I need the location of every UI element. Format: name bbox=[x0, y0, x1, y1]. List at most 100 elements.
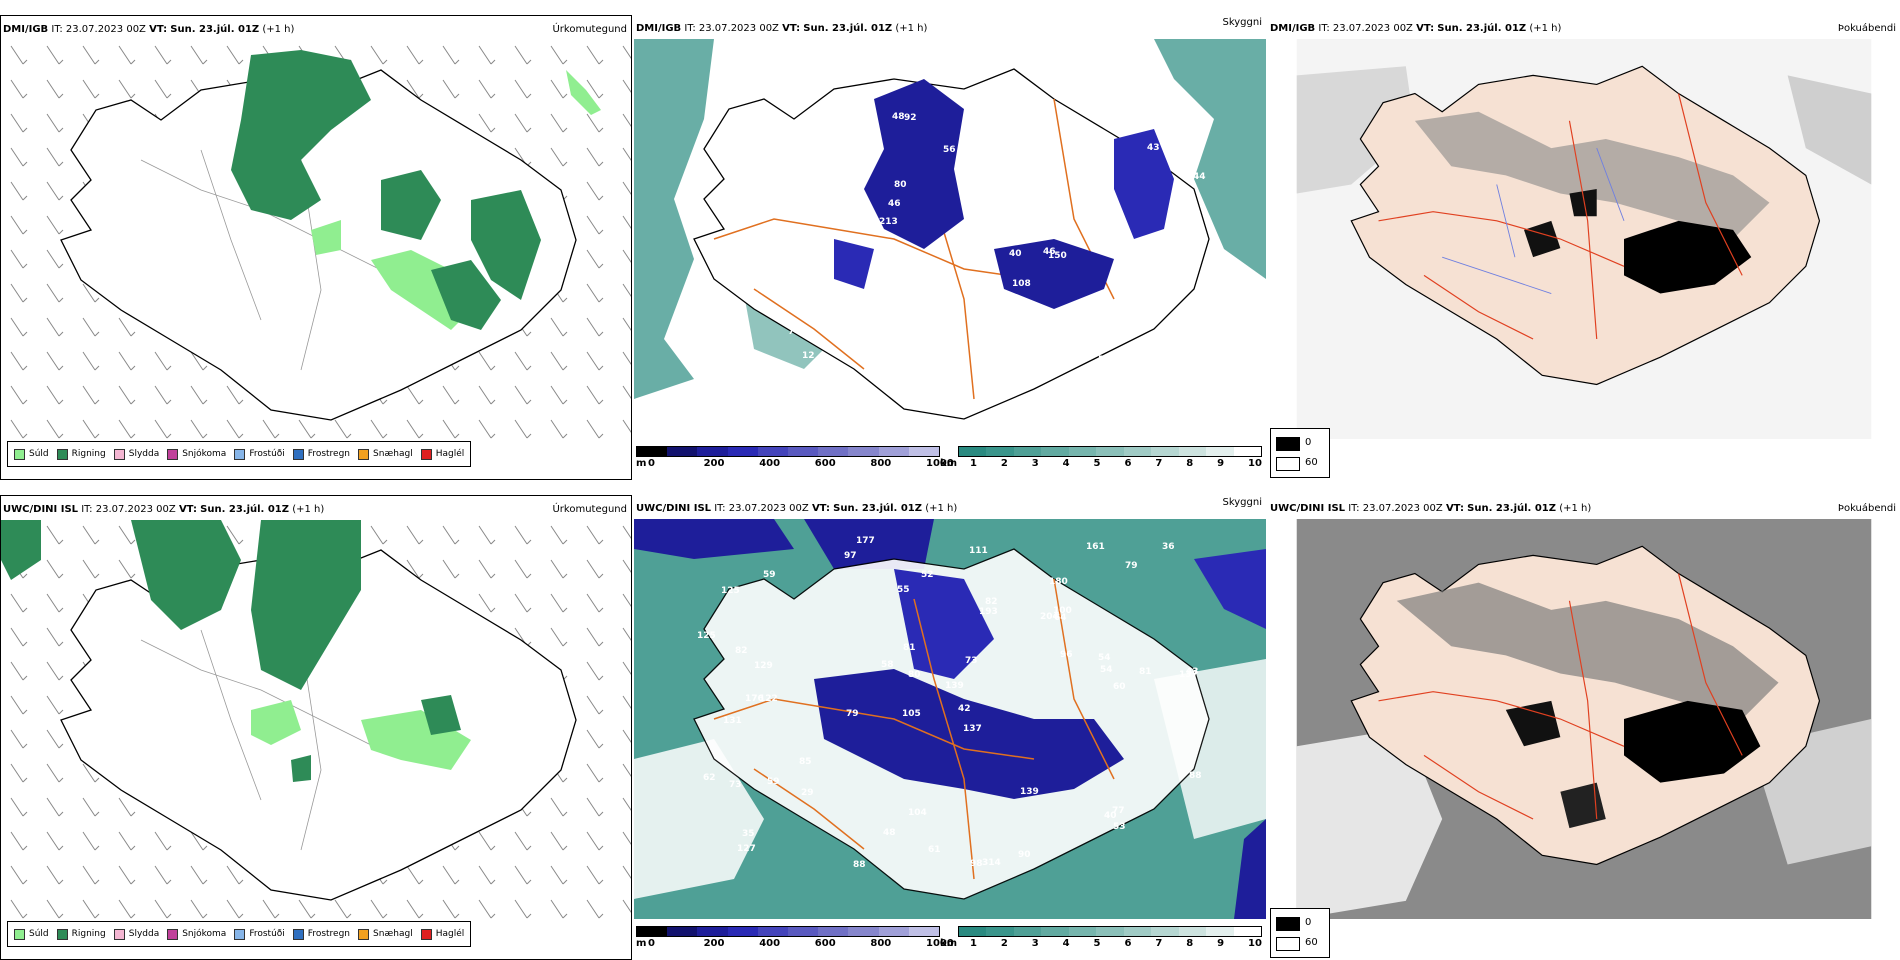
cloud-base-value-label: 167 bbox=[1005, 128, 1024, 138]
panel-header: UWC/DINI ISL IT: 23.07.2023 00Z VT: Sun.… bbox=[636, 497, 1262, 514]
cloud-base-colorbar bbox=[636, 926, 940, 937]
iceland-outline bbox=[693, 68, 1210, 420]
cloud-base-value-label: 366 bbox=[1147, 98, 1166, 108]
colorbar-tick: 200 bbox=[703, 938, 725, 949]
cloud-base-value-label: 55 bbox=[897, 585, 910, 595]
cloud-base-value-label: 81 bbox=[903, 643, 916, 653]
cloud-base-value-label: 314 bbox=[982, 858, 1001, 868]
colorbar-tick: 10 bbox=[1248, 458, 1262, 469]
fog-legend-label: 0 bbox=[1305, 437, 1312, 448]
cloud-base-value-label: 12 bbox=[802, 351, 815, 361]
legend-item: Slydda bbox=[113, 448, 159, 460]
legend-label: Snæhagl bbox=[373, 449, 413, 459]
legend-item: Frostúði bbox=[234, 448, 285, 460]
cloud-base-value-label: 29 bbox=[801, 788, 814, 798]
cloud-base-value-label: 59 bbox=[767, 777, 780, 787]
panel-field-name: Þokuábendi bbox=[1837, 23, 1896, 34]
legend-swatch bbox=[56, 928, 68, 940]
cloud-base-value-label: 81 bbox=[1139, 667, 1152, 677]
drizzle-area bbox=[311, 220, 341, 255]
cloud-base-value-label: 54 bbox=[1098, 653, 1111, 663]
legend-label: Rigning bbox=[71, 449, 106, 459]
cloud-base-value-label: 88 bbox=[1189, 771, 1202, 781]
fog-legend-swatch bbox=[1276, 917, 1300, 931]
cloud-base-value-label: 204 bbox=[1040, 612, 1059, 622]
cloud-base-value-label: 60 bbox=[970, 168, 983, 178]
legend-item: Frostregn bbox=[292, 928, 351, 940]
cloud-base-value-label: 46 bbox=[888, 199, 901, 209]
colorbar-tick: 4 bbox=[1062, 938, 1070, 949]
cloud-base-value-label: 80 bbox=[908, 670, 921, 680]
legend-item: Rigning bbox=[56, 448, 106, 460]
cloud-base-value-label: 51 bbox=[777, 165, 790, 175]
cloud-base-value-label: 36 bbox=[1162, 542, 1175, 552]
colorbar-tick: 7 bbox=[1155, 458, 1163, 469]
cloud-base-value-label: 62 bbox=[703, 773, 716, 783]
legend-label: Haglél bbox=[435, 929, 465, 939]
legend-item: Frostúði bbox=[234, 928, 285, 940]
cloud-base-value-label: 79 bbox=[1125, 561, 1138, 571]
cloud-base-value-label: 161 bbox=[1086, 542, 1105, 552]
precip-type-panel-uwc: UWC/DINI ISL IT: 23.07.2023 00Z VT: Sun.… bbox=[0, 495, 632, 960]
cloud-base-value-label: 139 bbox=[1020, 787, 1039, 797]
visibility-area bbox=[1154, 39, 1266, 279]
cloud-base-value-label: 82 bbox=[735, 646, 748, 656]
colorbar-tick: 1000 bbox=[926, 458, 954, 469]
cloud-base-value-label: 85 bbox=[799, 757, 812, 767]
legend-swatch bbox=[358, 448, 370, 460]
cloud-base-value-label: 129 bbox=[754, 661, 773, 671]
drizzle-area bbox=[251, 700, 301, 745]
visibility-area bbox=[634, 39, 714, 399]
cloud-base-value-label: 58 bbox=[881, 660, 894, 670]
fog-indicator-panel-dmi: DMI/IGB IT: 23.07.2023 00Z VT: Sun. 23.j… bbox=[1268, 15, 1900, 480]
legend-label: Snæhagl bbox=[373, 929, 413, 939]
panel-header: DMI/IGB IT: 23.07.2023 00Z VT: Sun. 23.j… bbox=[1270, 23, 1896, 34]
cloud-base-value-label: 51 bbox=[894, 65, 907, 75]
legend-item: Haglél bbox=[420, 448, 464, 460]
legend-label: Frostregn bbox=[307, 929, 351, 939]
cloud-base-colorbar bbox=[636, 446, 940, 457]
fog-legend-label: 60 bbox=[1305, 457, 1318, 468]
fog-legend-label: 0 bbox=[1305, 917, 1312, 928]
legend-item: Haglél bbox=[420, 928, 465, 940]
colorbar-tick: 8 bbox=[1186, 938, 1194, 949]
cloud-visibility-colorbars: m 0 200 400 600 800 1000 km 1 2 3 4 5 6 7 8 9 10 bbox=[636, 926, 1262, 958]
cloud-visibility-colorbars: m 0 200 400 600 800 1000 km 1 2 3 4 5 6 7 8 9 10 bbox=[636, 446, 1262, 478]
cloud-base-value-label: 137 bbox=[963, 724, 982, 734]
colorbar-tick: 2 bbox=[1000, 938, 1008, 949]
cloud-base-value-label: 122 bbox=[759, 694, 778, 704]
legend-swatch bbox=[113, 928, 125, 940]
legend-item: Frostregn bbox=[292, 448, 350, 460]
cloud-base-value-label: 53 bbox=[831, 153, 844, 163]
legend-item: Snjókoma bbox=[167, 928, 226, 940]
cloud-base-value-label: 79 bbox=[709, 341, 722, 351]
fog-legend: 0 60 bbox=[1270, 428, 1330, 478]
rain-area bbox=[231, 50, 371, 220]
cloud-base-value-label: 127 bbox=[737, 844, 756, 854]
precip-type-legend: Súld Rigning Slydda Snjókoma Frostúði Frostre… bbox=[7, 441, 472, 467]
legend-item: Snæhagl bbox=[358, 448, 413, 460]
colorbar-tick: 0 bbox=[648, 458, 655, 469]
cloud-base-value-label: 131 bbox=[723, 716, 742, 726]
cloud-base-value-label: 104 bbox=[908, 808, 927, 818]
cloud-base-area bbox=[864, 79, 964, 249]
drizzle-area bbox=[566, 70, 601, 115]
cloud-base-value-label: 52 bbox=[921, 570, 934, 580]
cloud-base-value-label: 192 bbox=[1041, 79, 1060, 89]
colorbar-tick: 9 bbox=[1217, 938, 1225, 949]
cloud-base-value-label: 48 bbox=[892, 112, 905, 122]
colorbar-tick: 6 bbox=[1124, 458, 1132, 469]
cloud-base-area bbox=[894, 569, 994, 679]
cloud-base-value-label: 80 bbox=[894, 180, 907, 190]
legend-item: Rigning bbox=[56, 928, 106, 940]
colorbar-tick: 7 bbox=[1155, 938, 1163, 949]
cloud-base-value-label: 386 bbox=[1139, 356, 1158, 366]
cloud-base-value-label: 137 bbox=[1179, 670, 1198, 680]
cloud-base-value-label: 53 bbox=[1113, 822, 1126, 832]
cloud-base-value-label: 48 bbox=[883, 828, 896, 838]
cloud-base-value-label: 51 bbox=[1098, 355, 1111, 365]
legend-label: Slydda bbox=[128, 929, 160, 939]
legend-label: Súld bbox=[29, 929, 49, 939]
cloud-base-value-label: 125 bbox=[721, 586, 740, 596]
cloud-base-value-label: 74 bbox=[788, 327, 801, 337]
